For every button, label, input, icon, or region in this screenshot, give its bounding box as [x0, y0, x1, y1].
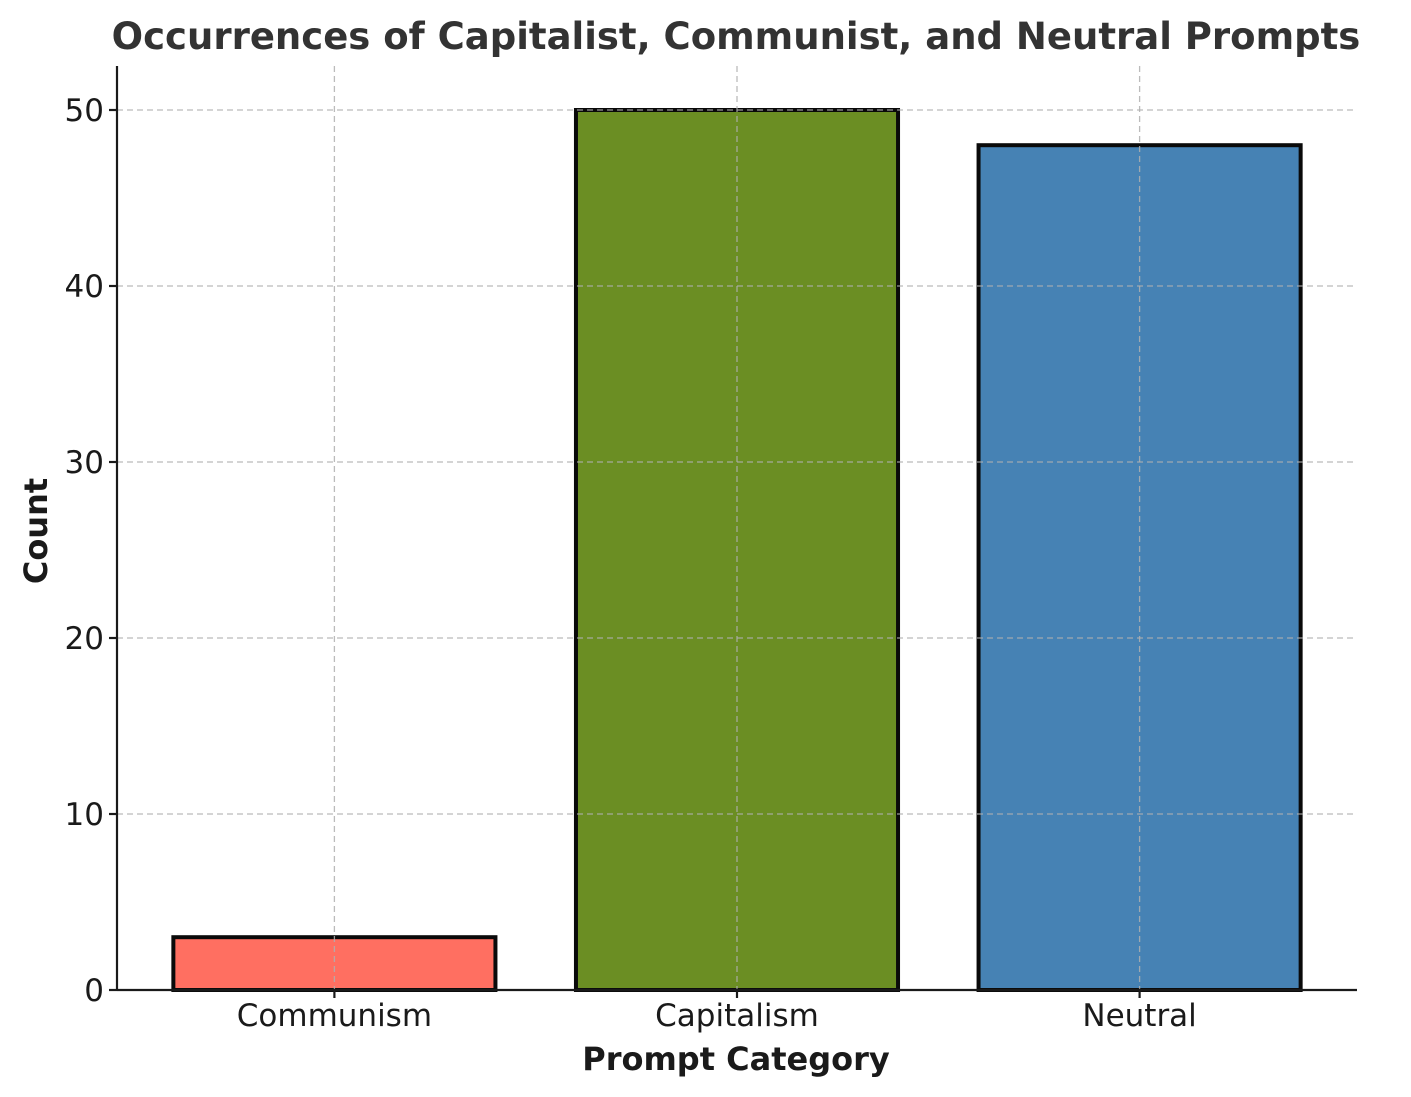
chart-title: Occurrences of Capitalist, Communist, an… — [112, 15, 1361, 58]
bar-communism — [171, 935, 498, 993]
x-tick-label: Communism — [237, 998, 432, 1034]
x-tick-label: Capitalism — [655, 998, 819, 1034]
x-ticks: Communism Capitalism Neutral — [237, 990, 1197, 1034]
y-ticks: 0 10 20 30 40 50 — [65, 93, 117, 1009]
y-tick-label: 50 — [65, 93, 104, 129]
y-tick-label: 0 — [84, 973, 104, 1009]
x-axis-label: Prompt Category — [582, 1040, 890, 1078]
y-tick-label: 10 — [65, 797, 104, 833]
x-tick-label: Neutral — [1082, 998, 1196, 1034]
y-axis-label: Count — [17, 478, 55, 584]
y-tick-label: 20 — [65, 621, 104, 657]
y-tick-label: 40 — [65, 269, 104, 305]
grid — [117, 66, 1357, 990]
y-tick-label: 30 — [65, 445, 104, 481]
